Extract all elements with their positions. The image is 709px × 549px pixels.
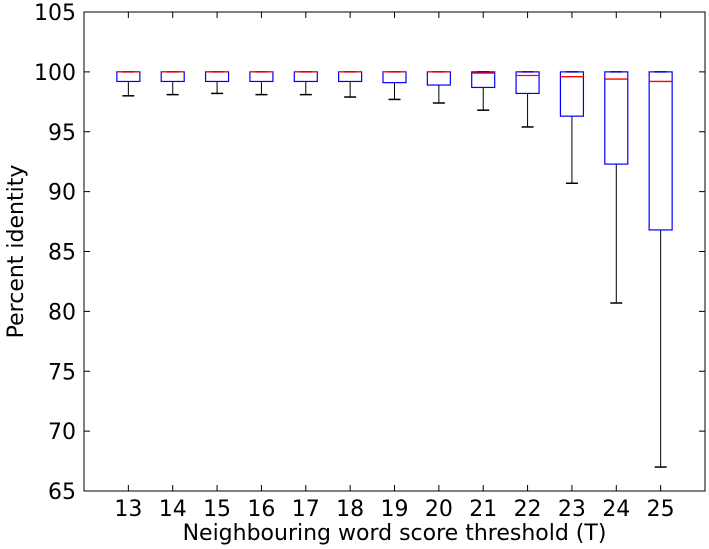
x-tick-label: 14	[159, 497, 187, 522]
box-body	[116, 71, 141, 83]
box-body	[604, 71, 629, 165]
box-24	[604, 71, 629, 304]
x-tick-label: 16	[247, 497, 275, 522]
box-body	[382, 71, 407, 84]
box-body	[338, 71, 363, 83]
axes-frame	[83, 11, 706, 492]
box-14	[160, 71, 185, 96]
box-22	[515, 71, 540, 128]
box-23	[559, 71, 585, 184]
box-19	[382, 71, 407, 101]
box-21	[471, 71, 496, 111]
x-tick-label: 24	[602, 497, 630, 522]
box-body	[559, 71, 585, 117]
y-axis-label: Percent identity	[4, 165, 29, 339]
box-body	[160, 71, 185, 83]
x-tick-label: 19	[381, 497, 409, 522]
box-body	[515, 71, 540, 95]
y-tick-label: 65	[48, 480, 76, 505]
y-tick-label: 80	[48, 300, 76, 325]
y-tick-label: 70	[48, 420, 76, 445]
x-tick-label: 23	[558, 497, 586, 522]
x-tick-label: 25	[647, 497, 675, 522]
x-tick-label: 22	[514, 497, 542, 522]
y-tick-label: 95	[48, 121, 76, 146]
x-tick-label: 13	[114, 497, 142, 522]
box-body	[471, 71, 496, 89]
box-body	[648, 71, 673, 231]
box-body	[293, 71, 318, 83]
x-tick-label: 18	[336, 497, 364, 522]
plot-area	[116, 71, 673, 468]
box-25	[648, 71, 673, 468]
y-tick-label: 75	[48, 360, 76, 385]
box-15	[204, 71, 230, 95]
box-body	[426, 71, 451, 86]
box-17	[293, 71, 318, 96]
box-18	[338, 71, 363, 98]
box-16	[249, 71, 274, 96]
box-20	[426, 71, 451, 104]
x-tick-label: 21	[469, 497, 497, 522]
x-tick-label: 17	[292, 497, 320, 522]
box-body	[249, 71, 274, 83]
y-tick-label: 105	[34, 1, 76, 26]
x-tick-label: 15	[203, 497, 231, 522]
x-tick-label: 20	[425, 497, 453, 522]
y-tick-label: 85	[48, 241, 76, 266]
y-tick-label: 100	[34, 61, 76, 86]
x-axis: 13 14 15 16 17 18 19 20 21 22 23 24 25	[114, 12, 675, 522]
y-tick-label: 90	[48, 181, 76, 206]
box-13	[116, 71, 141, 97]
box-body	[204, 71, 230, 83]
y-axis: 65 70 75 80 85 90 95 100 105	[34, 1, 705, 505]
x-axis-label: Neighbouring word score threshold (T)	[183, 521, 607, 546]
